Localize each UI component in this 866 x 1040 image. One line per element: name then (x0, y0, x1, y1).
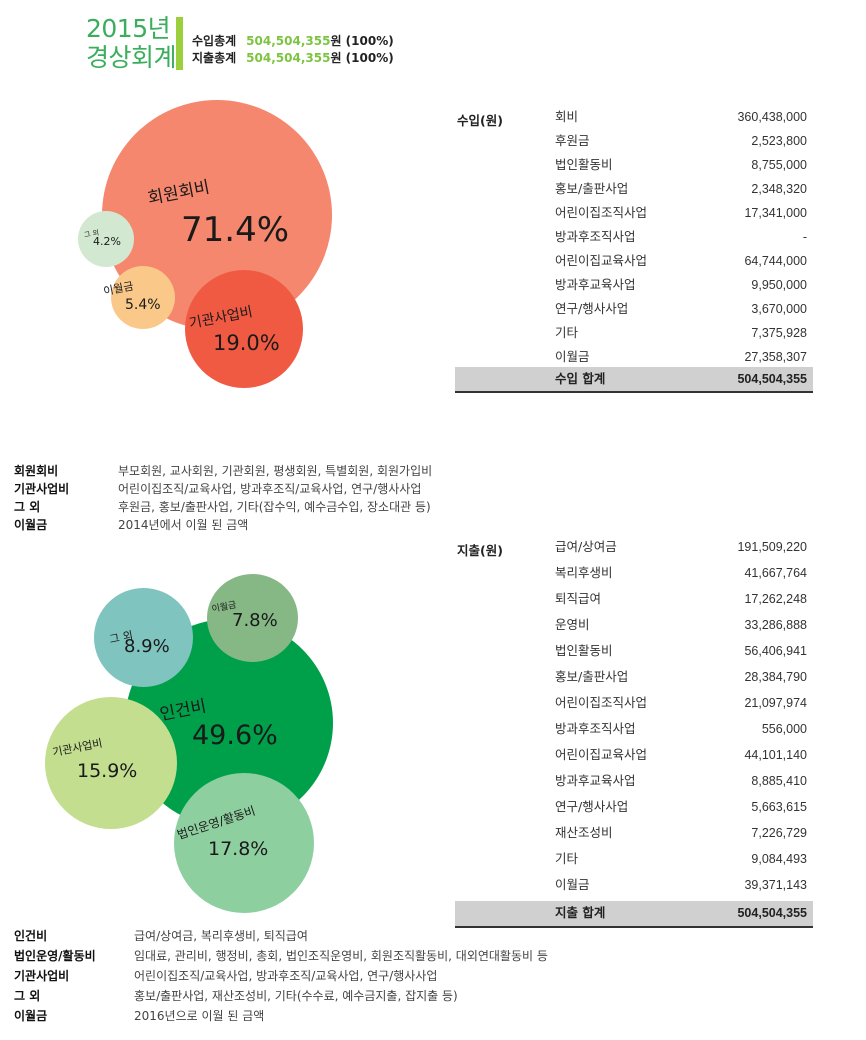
table-row: 복리후생비 41,667,764 (555, 565, 807, 580)
income-table: 수입(원) 회비 360,438,000 후원금 2,523,800 법인활동비 8,… (455, 109, 813, 395)
bubble-percent: 8.9% (124, 636, 170, 657)
table-row: 연구/행사사업 5,663,615 (555, 799, 807, 814)
table-row: 이월금 27,358,307 (555, 349, 807, 364)
bubble-percent: 4.2% (93, 235, 121, 248)
income-total-amount: 504,504,355 (246, 34, 331, 48)
table-row: 회비 360,438,000 (555, 109, 807, 124)
income-total-suffix: 원 (100%) (330, 34, 394, 48)
expense-total-label: 지출총계 (192, 51, 237, 65)
table-row: 방과후교육사업 9,950,000 (555, 277, 807, 292)
bubble-org-project-income (185, 270, 303, 388)
header-totals: 수입총계 504,504,355원 (100%) 지출총계 504,504,355원… (192, 33, 394, 67)
expense-total-row: 지출 합계 504,504,355 (455, 901, 813, 928)
table-row: 후원금 2,523,800 (555, 133, 807, 148)
table-row: 퇴직급여 17,262,248 (555, 591, 807, 606)
income-total-label: 수입 합계 (555, 371, 606, 386)
bubble-percent: 7.8% (232, 610, 278, 631)
table-row: 홍보/출판사업 28,384,790 (555, 669, 807, 684)
bubble-percent: 71.4% (181, 210, 290, 250)
expense-total-suffix: 원 (100%) (330, 51, 394, 65)
income-total-line: 수입총계 504,504,355원 (100%) (192, 33, 394, 50)
bubble-other-expense (94, 588, 193, 687)
title-subject: 경상회계 (86, 43, 177, 72)
table-row: 어린이집교육사업 44,101,140 (555, 747, 807, 762)
expense-table: 지출(원) 급여/상여금 191,509,220 복리후생비 41,667,764 … (455, 539, 813, 934)
bubble-percent: 15.9% (77, 760, 138, 782)
bubble-other-income (78, 211, 134, 267)
table-row: 방과후교육사업 8,885,410 (555, 773, 807, 788)
table-row: 법인활동비 8,755,000 (555, 157, 807, 172)
income-total-value: 504,504,355 (737, 372, 807, 386)
table-row: 연구/행사사업 3,670,000 (555, 301, 807, 316)
title-year: 2015년 (86, 14, 171, 43)
page-title: 2015년 경상회계 (86, 14, 177, 72)
bubble-org-project-expense (45, 697, 177, 829)
table-row: 방과후조직사업 556,000 (555, 721, 807, 736)
table-row: 기타 7,375,928 (555, 325, 807, 340)
bubble-carryover-expense (207, 574, 298, 662)
table-row: 어린이집조직사업 21,097,974 (555, 695, 807, 710)
expense-total-amount: 504,504,355 (246, 51, 331, 65)
expense-total-value: 504,504,355 (737, 906, 807, 920)
accent-bar (176, 17, 183, 70)
income-table-heading: 수입(원) (457, 113, 503, 128)
bubble-corp-operation (174, 773, 314, 913)
table-row: 법인활동비 56,406,941 (555, 643, 807, 658)
table-row: 재산조성비 7,226,729 (555, 825, 807, 840)
bubble-percent: 19.0% (213, 331, 280, 355)
income-total-label: 수입총계 (192, 34, 237, 48)
table-row: 운영비 33,286,888 (555, 617, 807, 632)
bubble-percent: 49.6% (192, 720, 278, 751)
table-row: 어린이집교육사업 64,744,000 (555, 253, 807, 268)
table-row: 이월금 39,371,143 (555, 877, 807, 892)
income-total-row: 수입 합계 504,504,355 (455, 367, 813, 393)
table-row: 홍보/출판사업 2,348,320 (555, 181, 807, 196)
expense-total-line: 지출총계 504,504,355원 (100%) (192, 50, 394, 67)
expense-total-label: 지출 합계 (555, 905, 606, 920)
table-row: 급여/상여금 191,509,220 (555, 539, 807, 554)
bubble-percent: 5.4% (125, 297, 161, 313)
bubble-carryover-income (111, 266, 175, 329)
table-row: 방과후조직사업 - (555, 229, 807, 244)
bubble-percent: 17.8% (208, 838, 269, 860)
table-row: 기타 9,084,493 (555, 851, 807, 866)
expense-table-heading: 지출(원) (457, 543, 503, 558)
table-row: 어린이집조직사업 17,341,000 (555, 205, 807, 220)
